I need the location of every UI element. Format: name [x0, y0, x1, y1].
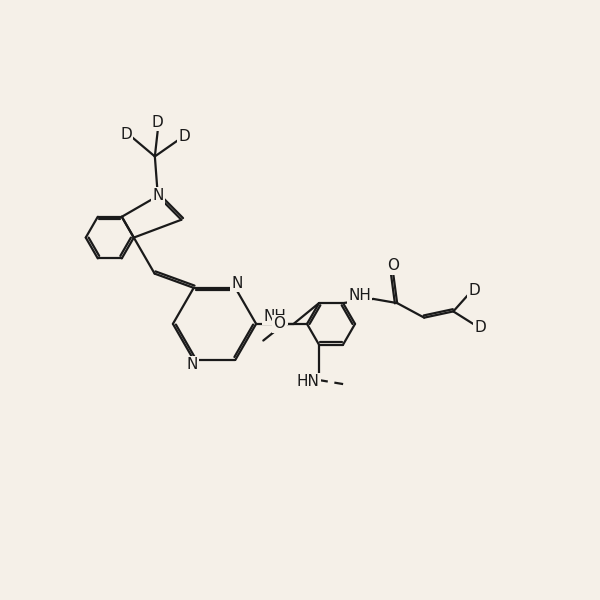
- Text: D: D: [121, 127, 132, 142]
- Text: N: N: [186, 357, 197, 372]
- Text: N: N: [152, 188, 164, 203]
- Text: N: N: [232, 275, 243, 290]
- Text: D: D: [179, 130, 190, 145]
- Text: D: D: [474, 320, 486, 335]
- Text: NH: NH: [263, 309, 286, 324]
- Text: D: D: [152, 115, 164, 130]
- Text: O: O: [387, 259, 399, 274]
- Text: O: O: [274, 316, 286, 331]
- Text: HN: HN: [297, 374, 320, 389]
- Text: D: D: [468, 283, 480, 298]
- Text: NH: NH: [348, 288, 371, 303]
